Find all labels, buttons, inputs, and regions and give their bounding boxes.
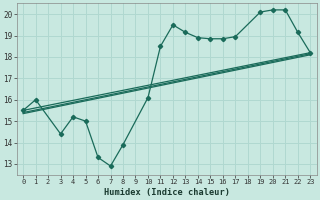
X-axis label: Humidex (Indice chaleur): Humidex (Indice chaleur) bbox=[104, 188, 230, 197]
